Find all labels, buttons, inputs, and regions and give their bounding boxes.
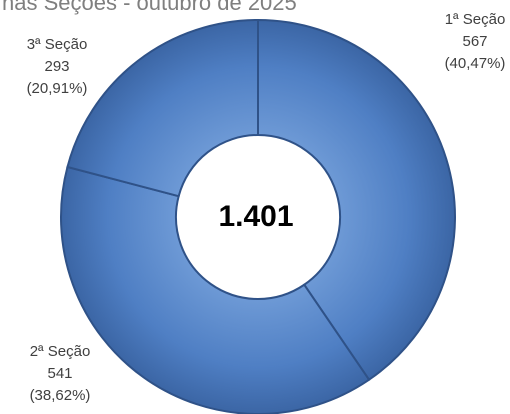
chart-title: nas Seções - outubro de 2025 (2, 0, 297, 15)
total-label: 1.401 (218, 200, 293, 233)
slice-category-label: 3ª Seção (27, 36, 88, 53)
slice-value-label: 293 (44, 58, 69, 75)
donut (60, 18, 456, 414)
slice-percentage-label: (40,47%) (445, 55, 506, 72)
donut-slice (257, 18, 456, 382)
slice-value-label: 541 (47, 365, 72, 382)
donut-slice (66, 18, 259, 198)
donut-slice (60, 165, 371, 414)
slice-percentage-label: (38,62%) (30, 387, 91, 404)
slice-category-label: 2ª Seção (30, 343, 91, 360)
slice-category-label: 1ª Seção (445, 11, 506, 28)
slice-percentage-label: (20,91%) (27, 80, 88, 97)
slice-value-label: 567 (462, 33, 487, 50)
